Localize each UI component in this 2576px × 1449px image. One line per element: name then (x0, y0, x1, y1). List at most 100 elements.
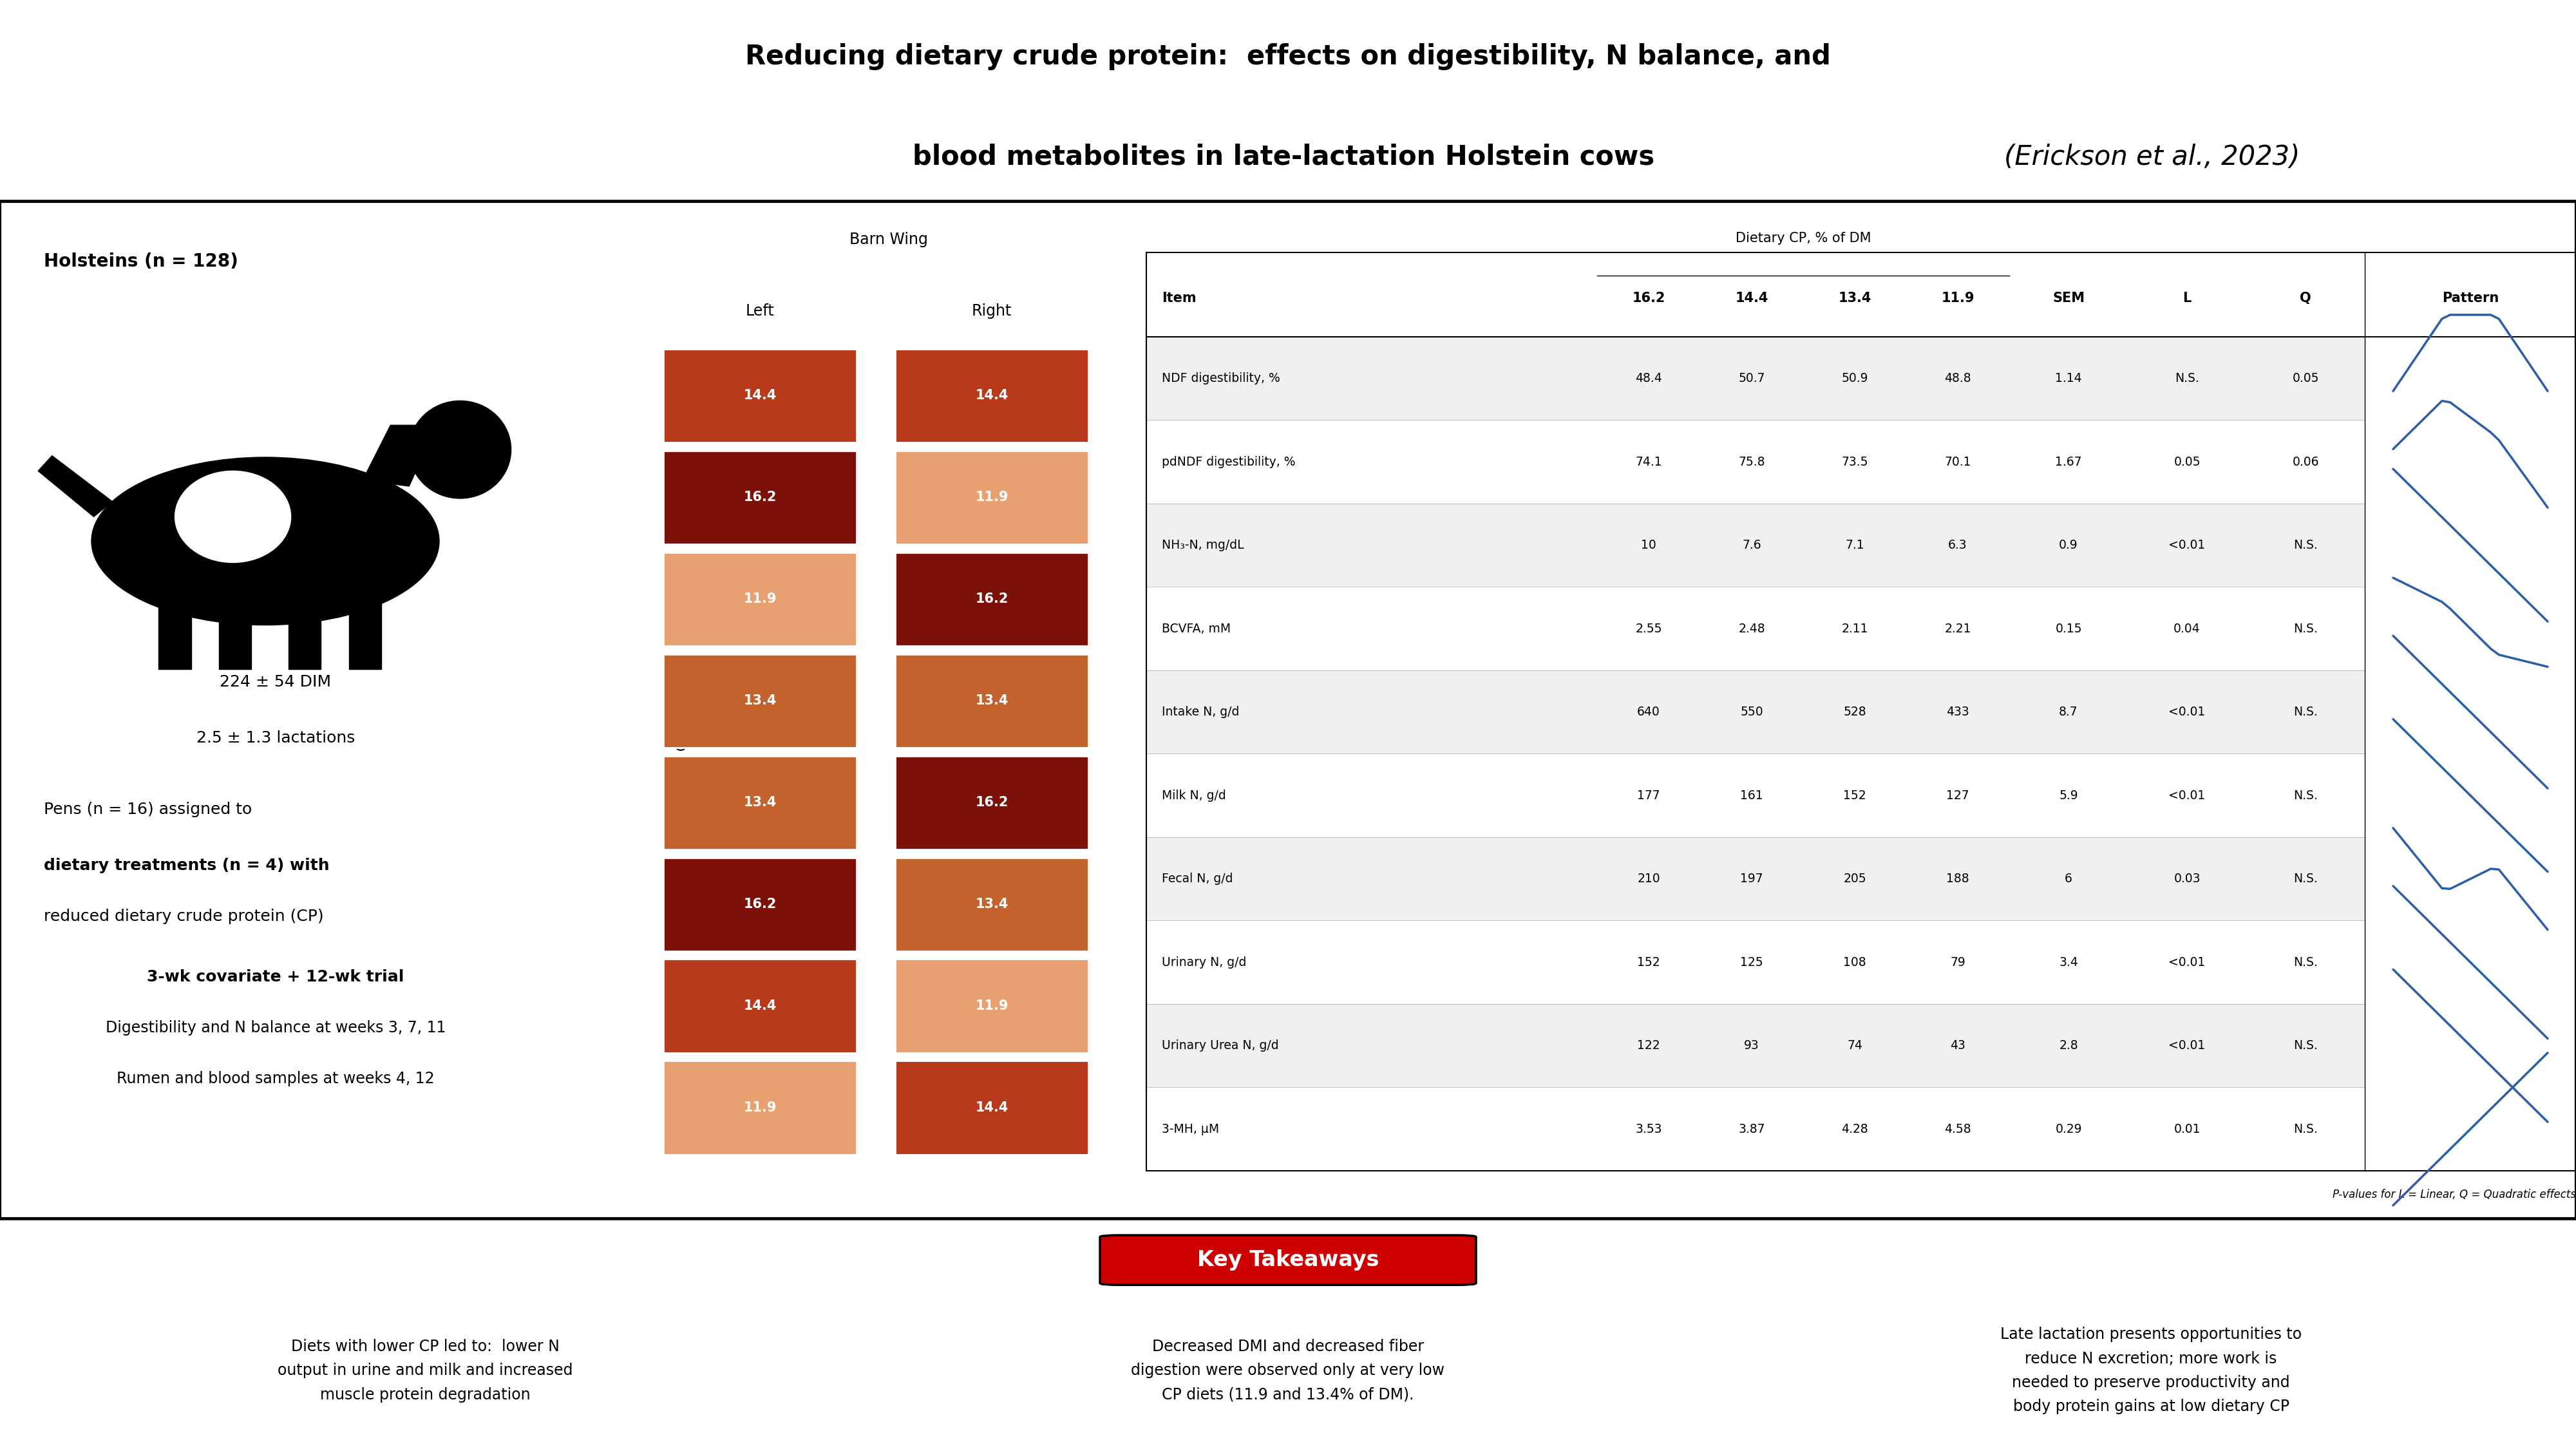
Text: 74: 74 (1847, 1039, 1862, 1052)
Text: 0.29: 0.29 (2056, 1123, 2081, 1135)
Text: 550: 550 (1741, 706, 1762, 719)
Text: 14.4: 14.4 (1736, 291, 1767, 304)
Bar (665, 451, 855, 545)
Text: Decreased DMI and decreased fiber
digestion were observed only at very low
CP di: Decreased DMI and decreased fiber digest… (1131, 1339, 1445, 1403)
Text: NDF digestibility, %: NDF digestibility, % (1162, 372, 1280, 384)
Text: N.S.: N.S. (2293, 623, 2318, 635)
Text: (Erickson et al., 2023): (Erickson et al., 2023) (2004, 143, 2300, 171)
Text: 16.2: 16.2 (744, 491, 775, 504)
Text: 70.1: 70.1 (1945, 455, 1971, 468)
Text: 152: 152 (1844, 790, 1865, 801)
Text: 2.21: 2.21 (1945, 623, 1971, 635)
Text: 197: 197 (1741, 872, 1762, 885)
Text: <0.01: <0.01 (2169, 956, 2205, 968)
Text: <0.01: <0.01 (2169, 706, 2205, 719)
Text: Fecal N, g/d: Fecal N, g/d (1162, 872, 1234, 885)
Text: 0.03: 0.03 (2174, 872, 2200, 885)
Text: 11.9: 11.9 (976, 1000, 1007, 1013)
Text: 50.7: 50.7 (1739, 372, 1765, 384)
Text: 2.8: 2.8 (2058, 1039, 2079, 1052)
Bar (896, 858, 1090, 951)
Text: 11.9: 11.9 (1942, 291, 1973, 304)
Text: 4.28: 4.28 (1842, 1123, 1868, 1135)
Text: 224 ± 54 DIM: 224 ± 54 DIM (219, 674, 332, 690)
Text: 48.4: 48.4 (1636, 372, 1662, 384)
Text: reduced dietary crude protein (CP): reduced dietary crude protein (CP) (44, 909, 325, 924)
Text: <0.01: <0.01 (2169, 539, 2205, 551)
Text: 16.2: 16.2 (744, 898, 775, 911)
Text: 0.15: 0.15 (2056, 623, 2081, 635)
Ellipse shape (175, 471, 291, 562)
Text: 16.2: 16.2 (1633, 291, 1664, 304)
Text: 79: 79 (1950, 956, 1965, 968)
Text: 2.48: 2.48 (1739, 623, 1765, 635)
Text: 48.8: 48.8 (1945, 372, 1971, 384)
Text: Holsteins (n = 128): Holsteins (n = 128) (44, 252, 237, 271)
Bar (665, 349, 855, 442)
Text: Diets with lower CP led to:  lower N
output in urine and milk and increased
musc: Diets with lower CP led to: lower N outp… (278, 1339, 572, 1403)
Text: 7.6: 7.6 (1741, 539, 1762, 551)
Text: 10: 10 (1641, 539, 1656, 551)
Bar (665, 653, 855, 748)
Text: N.S.: N.S. (2174, 372, 2200, 384)
Text: <0.01: <0.01 (2169, 790, 2205, 801)
Text: CP, % of DM: CP, % of DM (675, 669, 690, 751)
Text: 74.1: 74.1 (1636, 455, 1662, 468)
Text: 528: 528 (1844, 706, 1865, 719)
Text: 161: 161 (1741, 790, 1762, 801)
Bar (1146, 1004, 2365, 1087)
Text: 13.4: 13.4 (744, 796, 775, 809)
Text: 75.8: 75.8 (1739, 455, 1765, 468)
Text: Key Takeaways: Key Takeaways (1198, 1249, 1378, 1271)
Text: 0.01: 0.01 (2174, 1123, 2200, 1135)
Bar (1146, 503, 2365, 587)
Text: 16.2: 16.2 (976, 796, 1007, 809)
Text: 127: 127 (1947, 790, 1968, 801)
Text: 6: 6 (2066, 872, 2071, 885)
Bar (665, 756, 855, 849)
Text: 3-wk covariate + 12-wk trial: 3-wk covariate + 12-wk trial (147, 969, 404, 985)
Text: P-values for L = Linear, Q = Quadratic effects: P-values for L = Linear, Q = Quadratic e… (2334, 1190, 2576, 1201)
Bar (896, 1061, 1090, 1155)
Text: Left: Left (744, 303, 775, 319)
Text: 433: 433 (1947, 706, 1968, 719)
Text: 8.7: 8.7 (2058, 706, 2079, 719)
Bar (1146, 838, 2365, 920)
Text: 13.4: 13.4 (976, 694, 1007, 707)
Text: 13.4: 13.4 (976, 898, 1007, 911)
Text: Barn Wing: Barn Wing (850, 232, 927, 248)
Text: 11.9: 11.9 (976, 491, 1007, 504)
Polygon shape (39, 455, 113, 517)
Text: N.S.: N.S. (2293, 1123, 2318, 1135)
Bar (665, 1061, 855, 1155)
Text: <0.01: <0.01 (2169, 1039, 2205, 1052)
Text: 14.4: 14.4 (976, 390, 1007, 403)
Bar (896, 756, 1090, 849)
Text: Q: Q (2300, 291, 2311, 304)
Bar (289, 578, 322, 669)
Text: Urinary N, g/d: Urinary N, g/d (1162, 956, 1247, 968)
Text: N.S.: N.S. (2293, 706, 2318, 719)
Text: 0.04: 0.04 (2174, 623, 2200, 635)
Text: 93: 93 (1744, 1039, 1759, 1052)
Text: 50.9: 50.9 (1842, 372, 1868, 384)
Text: 7.1: 7.1 (1844, 539, 1865, 551)
Text: 1.67: 1.67 (2056, 455, 2081, 468)
Bar (1146, 920, 2365, 1004)
Bar (1146, 420, 2365, 503)
Text: SEM: SEM (2053, 291, 2084, 304)
Text: dietary treatments (n = 4) with: dietary treatments (n = 4) with (44, 858, 330, 872)
Bar (1146, 336, 2365, 420)
Text: 210: 210 (1638, 872, 1659, 885)
Text: 122: 122 (1638, 1039, 1659, 1052)
Text: 13.4: 13.4 (1839, 291, 1870, 304)
Text: Intake N, g/d: Intake N, g/d (1162, 706, 1239, 719)
Bar (896, 349, 1090, 442)
Text: Pens (n = 16) assigned to: Pens (n = 16) assigned to (44, 801, 252, 817)
Bar (1146, 1087, 2365, 1171)
Text: Rumen and blood samples at weeks 4, 12: Rumen and blood samples at weeks 4, 12 (116, 1071, 435, 1087)
Text: 0.06: 0.06 (2293, 455, 2318, 468)
Text: N.S.: N.S. (2293, 790, 2318, 801)
Text: Reducing dietary crude protein:  effects on digestibility, N balance, and: Reducing dietary crude protein: effects … (744, 43, 1832, 70)
Text: 43: 43 (1950, 1039, 1965, 1052)
